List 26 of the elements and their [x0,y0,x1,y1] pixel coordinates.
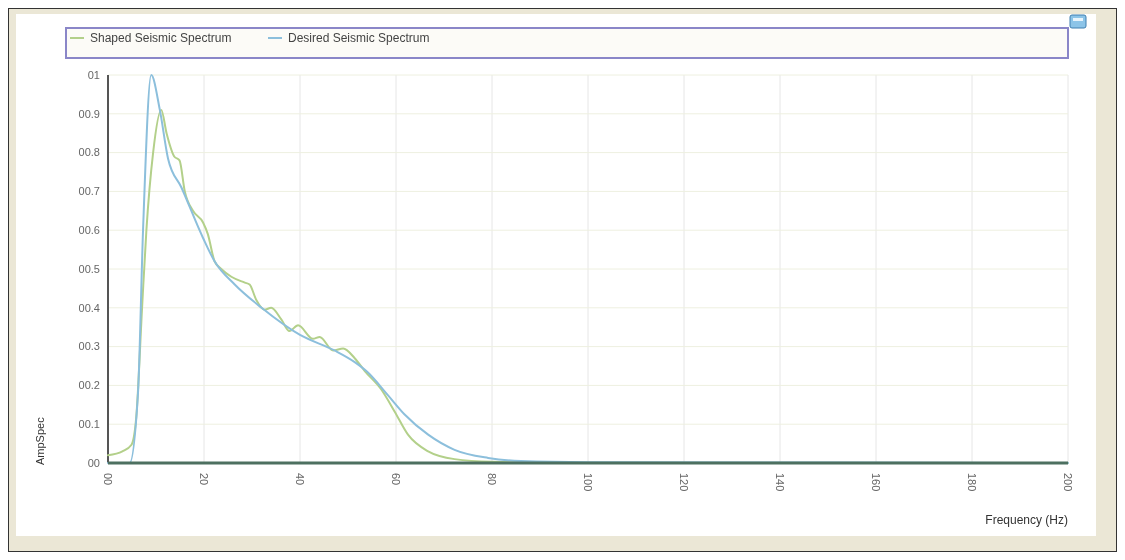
y-tick-label: 00.1 [78,418,100,431]
y-tick-label: 00.8 [78,146,100,159]
y-tick-label: 00.9 [78,107,100,120]
legend-label: Shaped Seismic Spectrum [90,31,232,46]
y-tick-label: 00.3 [78,340,100,353]
x-tick-label: 160 [870,473,883,492]
y-tick-label: 00 [87,456,100,469]
legend-label: Desired Seismic Spectrum [288,31,430,46]
x-tick-label: 200 [1062,473,1075,492]
y-tick-label: 00.5 [78,262,100,275]
y-tick-label: 00.6 [78,224,100,237]
x-tick-label: 100 [582,473,595,492]
x-tick-label: 40 [294,473,307,486]
x-tick-label: 00 [102,473,115,486]
x-tick-label: 180 [966,473,979,492]
y-tick-label: 00.7 [78,185,100,198]
y-tick-label: 01 [87,68,100,81]
y-axis-title: AmpSpec [34,416,46,465]
x-tick-label: 120 [678,473,691,492]
x-tick-label: 140 [774,473,787,492]
y-tick-label: 00.4 [78,301,100,314]
x-tick-label: 20 [198,473,211,486]
x-tick-label: 60 [390,473,403,486]
x-axis-title: Frequency (Hz) [985,513,1068,527]
x-tick-label: 80 [486,473,499,486]
y-tick-label: 00.2 [78,379,100,392]
